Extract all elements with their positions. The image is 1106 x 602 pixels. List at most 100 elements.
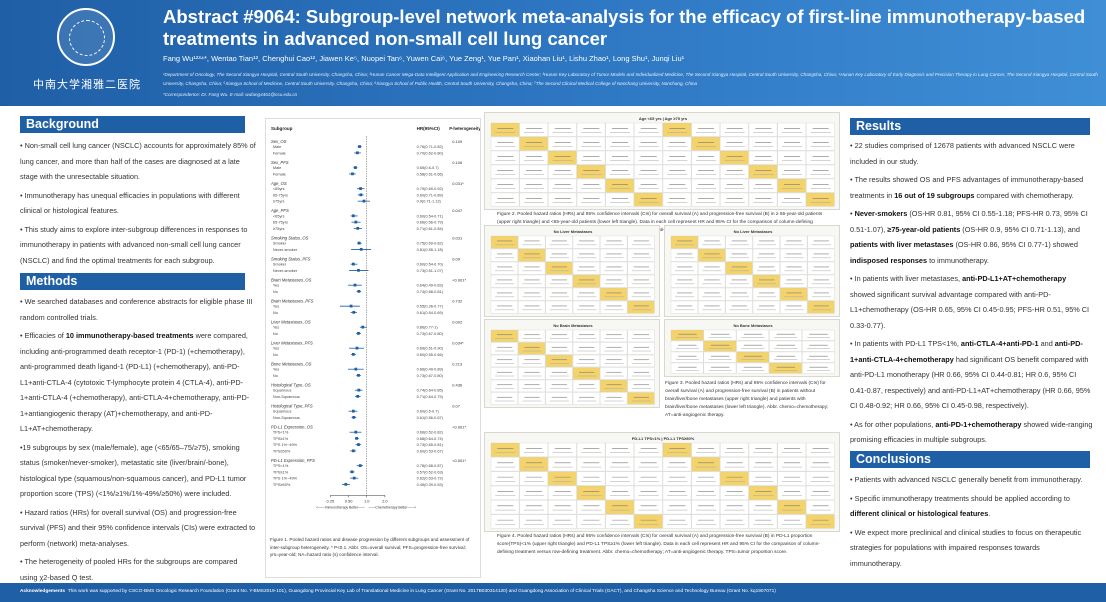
league-table-cell xyxy=(605,471,634,486)
background-heading: Background xyxy=(20,116,245,133)
forest-group-title: Smoking Status_PFS xyxy=(271,256,311,261)
league-table-cell xyxy=(627,342,655,355)
background-body: • Non-small cell lung cancer (NSCLC) acc… xyxy=(20,138,256,271)
league-table-cell xyxy=(518,342,546,355)
methods-paragraph: • Efficacies of 10 immunotherapy-based t… xyxy=(20,328,256,437)
league-table-cell xyxy=(662,178,692,193)
league-table-cell xyxy=(605,485,634,500)
forest-row-label: ≥75yrs xyxy=(273,227,285,231)
forest-point-marker xyxy=(357,373,360,377)
forest-group-p: <0.001* xyxy=(452,424,466,429)
forest-row-label: Yes xyxy=(273,305,279,309)
league-table-cell xyxy=(752,235,780,249)
league-table-cell xyxy=(748,471,778,486)
league-table-cell xyxy=(576,471,606,486)
forest-point-marker xyxy=(357,443,360,446)
forest-row-hr: 0.60(0.54-0.70) xyxy=(417,263,444,267)
forest-row-label: <65yrs xyxy=(273,187,285,191)
league-table-cell xyxy=(777,500,806,515)
forest-group-title: Brain Metastases_PFS xyxy=(271,298,314,303)
league-table-cell xyxy=(806,192,835,207)
league-table-cell xyxy=(490,192,520,207)
figure-1-caption: Figure 1. Pooled hazard ratios and disea… xyxy=(270,537,470,557)
league-table-cell xyxy=(807,300,835,314)
forest-row-hr: 0.60(0.5-0.7) xyxy=(417,410,440,414)
league-table-cell xyxy=(670,340,704,352)
league-table-cell xyxy=(634,136,663,151)
forest-row-hr: 0.60(0.53-0.67) xyxy=(417,449,444,453)
league-table-cell xyxy=(627,287,655,301)
forest-group-p: 0.07 xyxy=(452,403,460,408)
league-table-cell xyxy=(545,392,573,405)
forest-row-label: TPS≥1% xyxy=(273,437,289,441)
league-table-cell xyxy=(518,274,546,288)
league-table-cell xyxy=(518,367,546,380)
league-table-cell xyxy=(519,192,548,207)
league-table-cell xyxy=(780,300,808,314)
league-table-cell xyxy=(572,300,600,314)
league-table-cell xyxy=(605,514,634,529)
league-table-cell xyxy=(634,178,663,193)
forest-row-label: No xyxy=(273,311,278,315)
forest-row-label: No xyxy=(273,374,278,378)
league-table-cell xyxy=(576,500,606,515)
forest-group-p: 0.031 xyxy=(452,235,462,240)
results-text: • In patients with liver metastases, xyxy=(850,274,963,283)
league-table-cell xyxy=(576,192,606,207)
forest-point-marker xyxy=(359,187,362,190)
forest-row-hr: 0.9(0.71-1.13) xyxy=(417,200,442,204)
league-table-cell xyxy=(691,122,720,137)
forest-row-hr: 0.66(0.56-0.79) xyxy=(417,221,444,225)
league-table-cell xyxy=(780,248,808,262)
league-table-cell xyxy=(752,287,780,301)
league-table-cell xyxy=(518,329,546,343)
logo-text: 中南大学湘雅二医院 xyxy=(33,78,141,91)
league-table-cell xyxy=(780,235,808,249)
forest-row-hr: 0.74(0.64-0.85) xyxy=(417,389,444,393)
conclusions-highlight: different clinical or histological featu… xyxy=(850,509,989,518)
forest-group-title: Histological Type_PFS xyxy=(271,403,313,408)
league-table-cell xyxy=(720,192,749,207)
league-table-cell xyxy=(736,351,769,363)
background-paragraph: • This study aims to explore inter-subgr… xyxy=(20,224,248,265)
forest-point-marker xyxy=(350,470,354,474)
conclusions-text: . xyxy=(988,509,991,518)
league-table-cell xyxy=(627,248,655,262)
forest-row-label: Squamous xyxy=(273,410,292,414)
league-table-cell xyxy=(490,164,520,179)
forest-point-marker xyxy=(351,409,355,413)
league-table-cell xyxy=(518,300,546,314)
forest-point-marker xyxy=(356,226,360,230)
league-table-cell xyxy=(777,485,806,500)
league-table-cell xyxy=(605,178,634,193)
forest-header-subgroup: Subgroup xyxy=(271,126,293,131)
league-table-cell xyxy=(519,150,548,165)
university-logo: 中南大学湘雅二医院 xyxy=(12,6,162,102)
league-table-cell xyxy=(806,471,835,486)
league-table-cell xyxy=(576,122,606,137)
league-table-cell xyxy=(777,136,806,151)
forest-point-marker xyxy=(357,289,361,293)
results-text: (OS-HR 0.86, 95% CI 0.77-1) showed xyxy=(953,240,1078,249)
league-table-cell xyxy=(769,340,802,352)
league-table-cell xyxy=(748,500,778,515)
results-highlight: 16 out of 19 subgroups xyxy=(894,190,975,200)
forest-axis-right-label: ——Chemotherapy Better——> xyxy=(369,505,416,509)
forest-row-label: No xyxy=(273,353,278,357)
league-table-cell xyxy=(691,485,720,500)
forest-row-label: Yes xyxy=(273,347,279,351)
results-paragraph: • 22 studies comprised of 12678 patients… xyxy=(850,141,1075,166)
forest-row-label: Never-smoker xyxy=(273,269,298,273)
league-table-cell xyxy=(576,136,606,151)
league-table-cell xyxy=(519,457,548,472)
league-table-cell xyxy=(748,514,778,529)
league-table-cell xyxy=(490,354,518,368)
forest-tick-label: 0.25 xyxy=(327,498,335,503)
league-table-cell xyxy=(634,485,663,500)
league-table-cell xyxy=(748,136,778,151)
league-table-cell xyxy=(662,136,692,151)
league-table-cell xyxy=(627,235,655,249)
league-table-cell xyxy=(518,235,546,249)
league-table-cell xyxy=(806,500,835,515)
league-table-cell xyxy=(490,500,520,515)
